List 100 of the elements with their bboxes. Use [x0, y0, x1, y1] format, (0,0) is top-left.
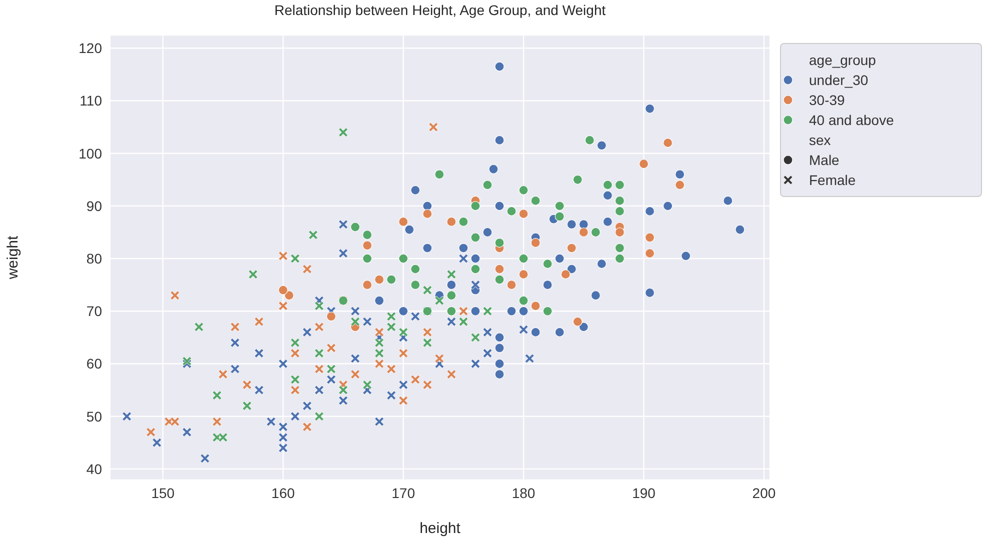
point — [302, 422, 312, 432]
point — [446, 216, 456, 227]
point — [530, 238, 540, 248]
point — [212, 390, 222, 400]
point — [326, 343, 336, 353]
point — [254, 385, 264, 395]
point — [410, 264, 420, 274]
point — [410, 280, 420, 290]
y-tick-label: 70 — [86, 303, 102, 320]
point — [308, 230, 318, 240]
point — [572, 316, 582, 326]
point — [602, 216, 613, 227]
legend-label: under_30 — [808, 71, 870, 90]
point — [518, 324, 528, 334]
point — [326, 364, 336, 374]
point — [194, 322, 204, 332]
point — [122, 412, 132, 422]
point — [434, 354, 444, 364]
point — [518, 209, 528, 219]
point — [182, 356, 192, 366]
point — [326, 374, 336, 384]
point — [212, 416, 222, 426]
point — [494, 358, 504, 369]
point — [362, 254, 372, 264]
point — [458, 243, 468, 253]
point — [218, 370, 228, 380]
point — [386, 322, 396, 332]
point — [422, 327, 432, 337]
point — [578, 322, 588, 332]
point — [338, 220, 348, 230]
point — [488, 164, 498, 174]
point — [422, 243, 432, 253]
point — [596, 140, 606, 150]
point — [374, 338, 384, 348]
point — [446, 280, 456, 290]
point — [422, 209, 432, 219]
point — [374, 348, 384, 358]
point — [398, 306, 408, 316]
point — [374, 327, 384, 337]
point — [278, 301, 288, 311]
point — [663, 138, 673, 148]
point — [242, 401, 252, 411]
text: sex — [808, 131, 832, 150]
point — [494, 238, 504, 248]
y-tick-label: 90 — [86, 198, 102, 214]
point — [230, 338, 240, 348]
point — [362, 280, 372, 290]
x-tick-label: 170 — [392, 484, 416, 501]
point — [230, 322, 240, 332]
point — [494, 369, 504, 380]
point — [681, 251, 691, 261]
point — [266, 416, 276, 426]
point — [584, 135, 594, 145]
point — [644, 206, 655, 216]
point — [675, 170, 685, 180]
y-tick-label: 40 — [86, 460, 102, 477]
point — [398, 396, 408, 406]
point — [398, 216, 408, 227]
point — [422, 338, 432, 348]
point — [410, 185, 420, 195]
point — [326, 312, 336, 322]
point — [638, 159, 649, 169]
point — [446, 316, 456, 326]
point — [458, 306, 468, 316]
point — [302, 264, 312, 274]
point — [530, 301, 540, 311]
point — [494, 264, 504, 274]
point — [470, 332, 480, 342]
point — [590, 290, 600, 300]
point — [314, 301, 324, 311]
point — [386, 364, 396, 374]
point — [675, 180, 685, 190]
point — [278, 443, 288, 453]
point — [530, 327, 540, 337]
legend-title: age_group — [808, 51, 877, 70]
point — [290, 385, 300, 395]
point — [314, 385, 324, 395]
point — [170, 416, 180, 426]
point — [644, 232, 655, 242]
point — [398, 327, 408, 337]
point — [290, 348, 300, 358]
point — [506, 206, 516, 216]
point — [398, 348, 408, 358]
y-tick-label: 120 — [78, 40, 102, 56]
point — [494, 201, 504, 211]
point — [434, 296, 444, 306]
point — [470, 306, 480, 316]
point — [494, 343, 504, 353]
point — [290, 374, 300, 384]
point — [614, 180, 625, 190]
point — [644, 288, 655, 298]
legend-label: 30-39 — [808, 91, 846, 110]
point — [278, 432, 288, 442]
point — [374, 416, 384, 426]
point — [482, 306, 492, 316]
point — [374, 296, 384, 306]
point — [482, 348, 492, 358]
point — [542, 259, 552, 269]
point — [470, 359, 480, 369]
point — [284, 290, 294, 300]
